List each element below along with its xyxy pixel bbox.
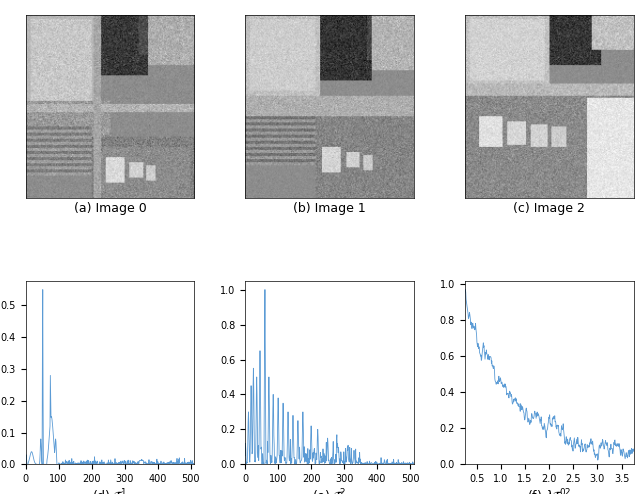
X-axis label: (e) $\mathcal{T}_0^2$: (e) $\mathcal{T}_0^2$	[312, 488, 347, 494]
X-axis label: (a) Image 0: (a) Image 0	[74, 203, 147, 215]
X-axis label: (d) $\mathcal{T}_0^1$: (d) $\mathcal{T}_0^1$	[92, 488, 127, 494]
X-axis label: (b) Image 1: (b) Image 1	[293, 203, 366, 215]
X-axis label: (f) $\lambda\mathcal{T}_{01}^{02}$: (f) $\lambda\mathcal{T}_{01}^{02}$	[527, 488, 572, 494]
X-axis label: (c) Image 2: (c) Image 2	[513, 203, 585, 215]
